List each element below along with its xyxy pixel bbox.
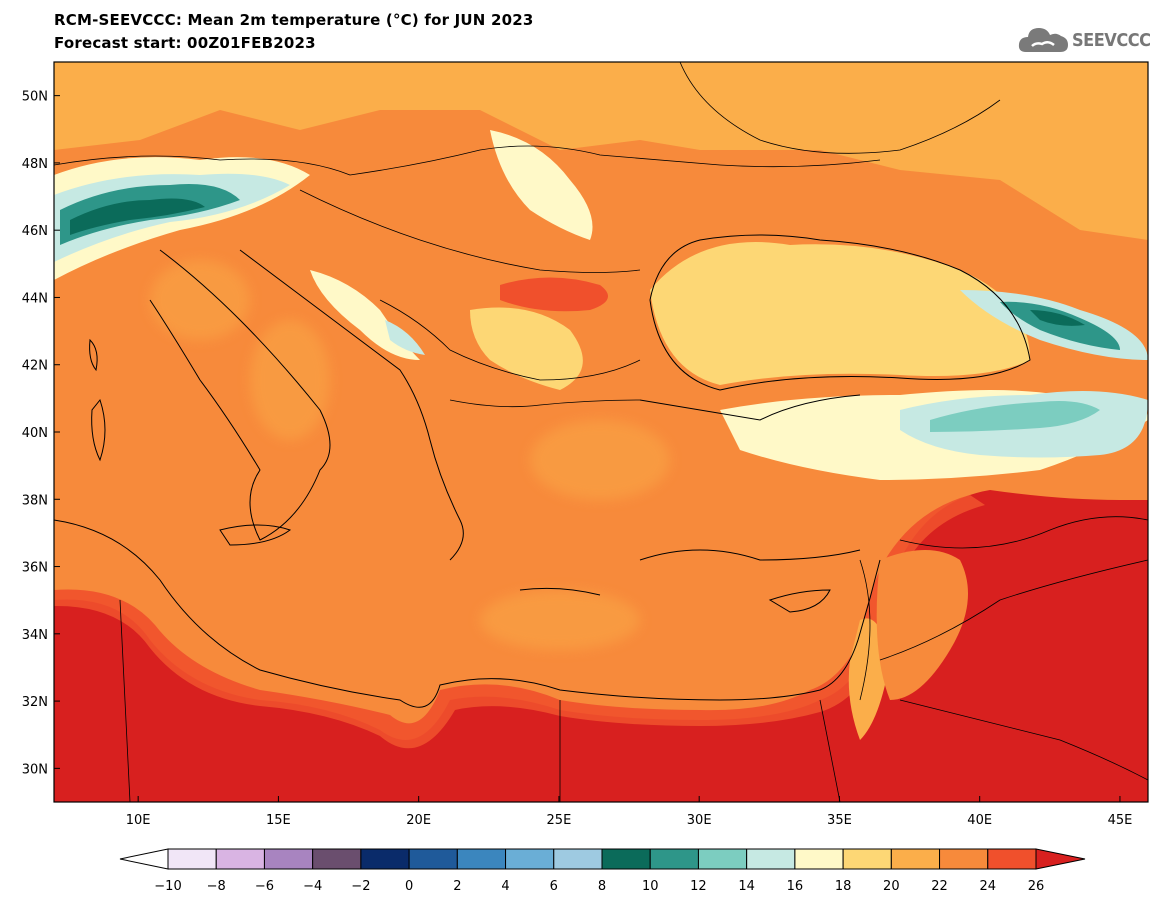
- borders: [54, 62, 1148, 802]
- colorbar-label: 4: [501, 879, 509, 894]
- field-20-black-sea: [650, 242, 1030, 385]
- lat-label: 42N: [22, 359, 48, 374]
- colorbar-label: −4: [303, 879, 322, 894]
- colorbar-swatch: [360, 848, 410, 870]
- forecast-start-label: Forecast start: 00Z01FEB2023: [54, 34, 316, 52]
- colorbar-label: 8: [598, 879, 606, 894]
- colorbar-label: 26: [1028, 879, 1045, 894]
- colorbar-label: 14: [738, 879, 755, 894]
- field-18-carpathians: [490, 130, 593, 240]
- colorbar-swatch: [794, 848, 844, 870]
- lat-label: 38N: [22, 493, 48, 508]
- colorbar-swatch: [312, 848, 362, 870]
- colorbar-swatch: [842, 848, 892, 870]
- colorbar-label: 2: [453, 879, 461, 894]
- colorbar-swatch: [987, 848, 1037, 870]
- colorbar-label: −6: [255, 879, 274, 894]
- colorbar-label: −10: [154, 879, 181, 894]
- lat-label: 34N: [22, 628, 48, 643]
- colorbar-label: 0: [405, 879, 413, 894]
- colorbar-swatch: [890, 848, 941, 870]
- colorbar-swatch: [649, 848, 699, 870]
- lat-label: 50N: [22, 90, 48, 105]
- colorbar-label: 20: [883, 879, 900, 894]
- colorbar-swatch: [939, 848, 989, 870]
- colorbar-swatch: [263, 848, 314, 870]
- field-10-alps: [70, 198, 205, 235]
- colorbar-swatch: [456, 848, 507, 870]
- field-12-caucasus: [1000, 301, 1120, 350]
- colorbar-swatch: [601, 848, 651, 870]
- field-24-coast: [54, 495, 985, 749]
- lon-label: 10E: [126, 813, 151, 828]
- temperature-map: 50N 48N 46N 44N 42N 40N 38N 36N 34N 32N 30N 10E 15E…: [22, 61, 1149, 828]
- field-26-wallachia: [500, 277, 608, 312]
- colorbar-swatch: [697, 848, 748, 870]
- lat-label: 46N: [22, 224, 48, 239]
- colorbar-label: 12: [690, 879, 707, 894]
- lon-label: 40E: [967, 813, 992, 828]
- colorbar-swatch: [746, 848, 796, 870]
- colorbar-swatch: [215, 848, 265, 870]
- lat-label: 44N: [22, 291, 48, 306]
- coastlines: [54, 234, 1031, 708]
- colorbar-label: 22: [931, 879, 948, 894]
- colorbar-swatch: [553, 848, 603, 870]
- lat-label: 36N: [22, 561, 48, 576]
- lat-label: 48N: [22, 157, 48, 172]
- colorbar-swatch: [408, 848, 458, 870]
- colorbar-label: 18: [835, 879, 852, 894]
- lon-label: 35E: [827, 813, 852, 828]
- colorbar-swatch: [505, 848, 555, 870]
- colorbar-label: 24: [980, 879, 997, 894]
- lon-label: 25E: [547, 813, 572, 828]
- logo-text: SEEVCCC: [1072, 30, 1151, 51]
- map-title: RCM-SEEVCCC: Mean 2m temperature (°C) fo…: [54, 11, 534, 29]
- lon-label: 20E: [406, 813, 431, 828]
- lat-label: 40N: [22, 426, 48, 441]
- field-24-syria: [876, 550, 968, 700]
- colorbar-label: −8: [207, 879, 226, 894]
- lat-label: 30N: [22, 762, 48, 777]
- field-10-caucasus: [1030, 310, 1085, 326]
- field-16-balkans: [385, 320, 425, 355]
- field-26-africa: [54, 490, 1148, 802]
- lon-label: 15E: [266, 813, 291, 828]
- lon-label: 30E: [687, 813, 712, 828]
- colorbar-swatch: [167, 848, 217, 870]
- field-12-anatolia: [930, 401, 1100, 432]
- lon-label: 45E: [1108, 813, 1133, 828]
- lat-label: 32N: [22, 695, 48, 710]
- cloud-logo-icon: [1018, 28, 1068, 52]
- field-20-pelion: [470, 307, 583, 390]
- colorbar-label: 16: [787, 879, 804, 894]
- colorbar-label: −2: [351, 879, 370, 894]
- colorbar-over-triangle: [1035, 848, 1086, 870]
- colorbar-label: 10: [642, 879, 659, 894]
- colorbar-label: 6: [550, 879, 558, 894]
- colorbar-under-triangle: [119, 848, 169, 870]
- field-20-22-north: [54, 62, 1148, 240]
